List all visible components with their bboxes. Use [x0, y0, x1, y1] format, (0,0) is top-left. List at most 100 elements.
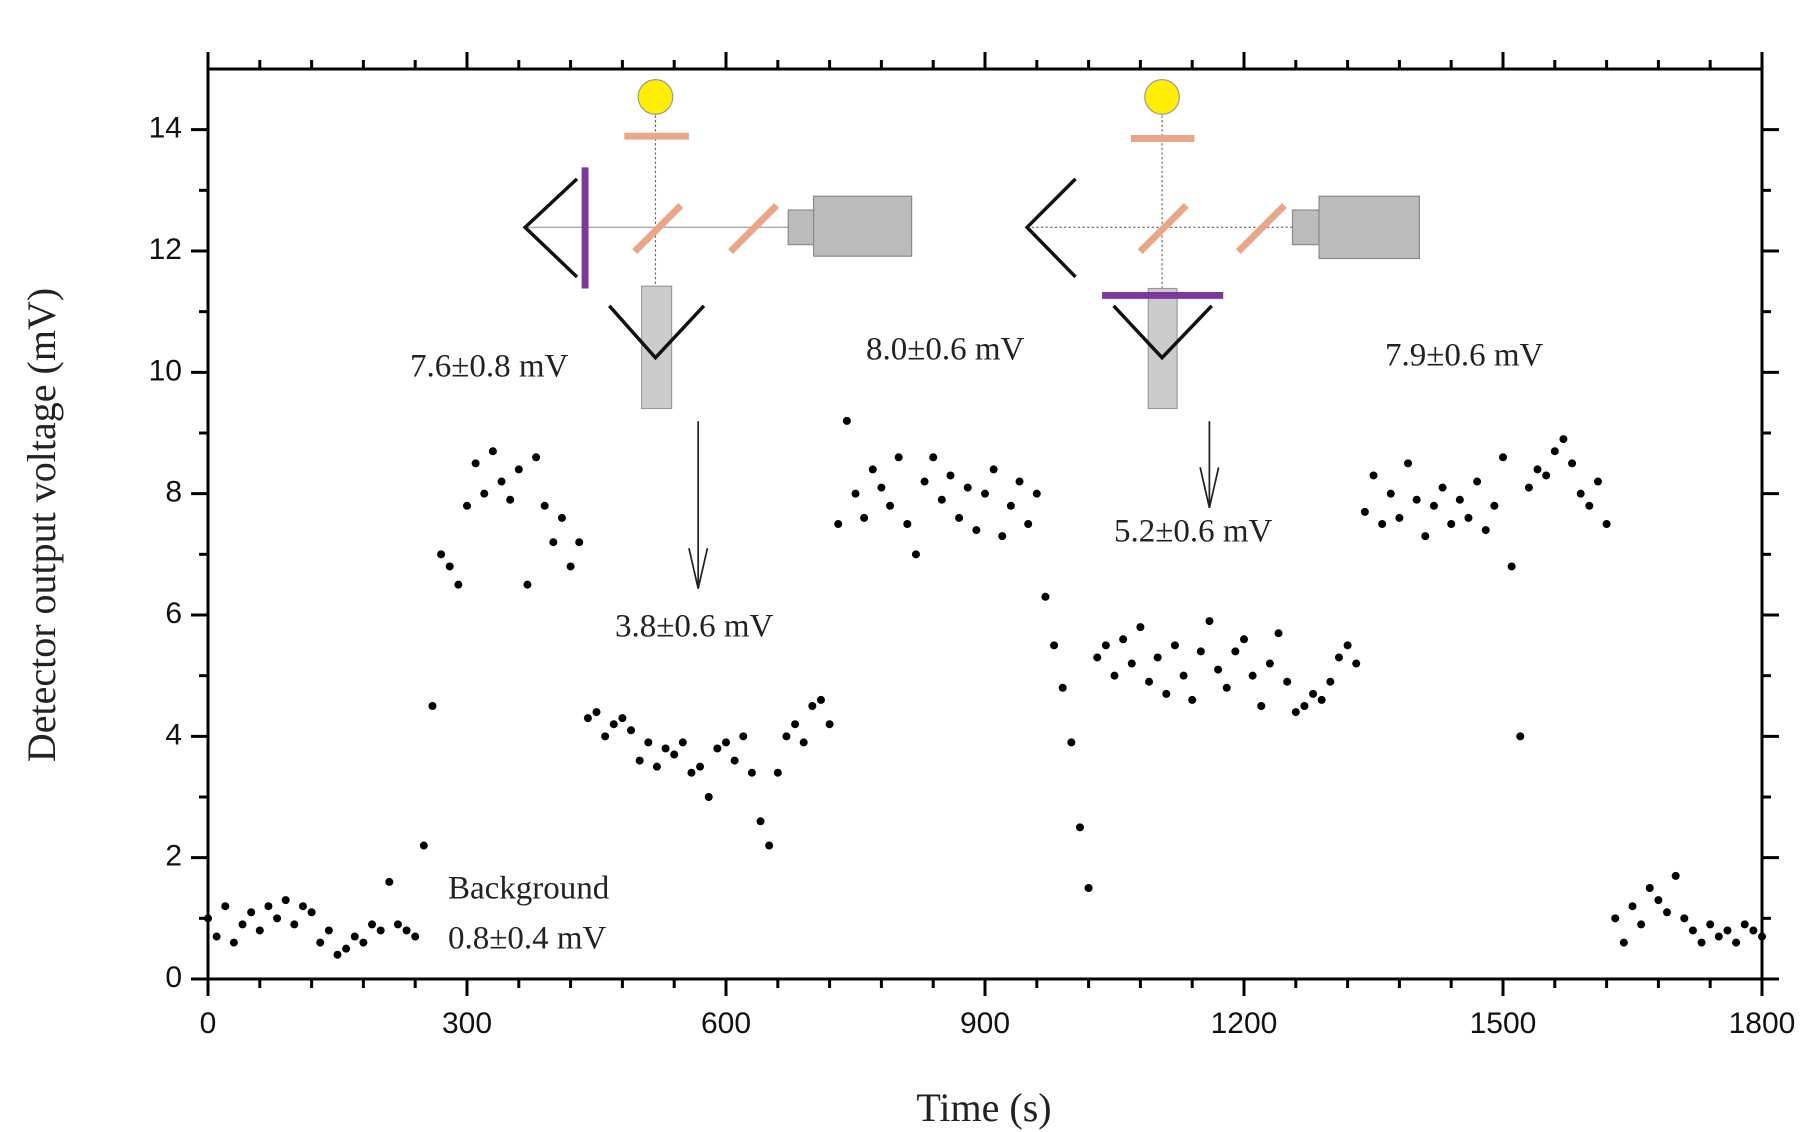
- y-tick-label: 4: [165, 718, 182, 751]
- data-point: [1688, 926, 1697, 935]
- x-tick-label: 1200: [1211, 1007, 1278, 1040]
- data-point: [1490, 501, 1499, 510]
- data-point: [1248, 671, 1257, 680]
- data-point: [1706, 920, 1715, 929]
- annotation: 0.8±0.4 mV: [448, 921, 607, 957]
- data-point: [1110, 671, 1119, 680]
- y-tick-label: 12: [149, 233, 182, 266]
- annotation: 8.0±0.6 mV: [866, 332, 1025, 368]
- data-point: [1386, 489, 1395, 498]
- data-point: [886, 501, 895, 510]
- data-point: [1015, 477, 1024, 486]
- data-point: [1119, 635, 1128, 644]
- data-point: [1585, 501, 1594, 510]
- data-point: [1179, 671, 1188, 680]
- data-point: [1334, 653, 1343, 662]
- data-point: [238, 920, 247, 929]
- data-point: [1749, 926, 1758, 935]
- data-point: [1240, 635, 1248, 644]
- data-point: [687, 768, 696, 777]
- y-tick-label: 6: [165, 597, 182, 630]
- data-point: [644, 738, 653, 747]
- data-point: [808, 702, 817, 710]
- data-point: [575, 538, 584, 547]
- data-point: [816, 695, 825, 704]
- data-point: [704, 793, 713, 801]
- data-point: [1196, 647, 1205, 656]
- data-point: [920, 477, 929, 486]
- data-point: [1024, 520, 1033, 528]
- data-point: [834, 520, 843, 528]
- data-point: [255, 926, 264, 935]
- data-point: [1576, 489, 1585, 498]
- data-point: [1714, 932, 1723, 941]
- data-point: [1533, 465, 1542, 474]
- data-point: [1758, 932, 1766, 941]
- data-point: [1550, 447, 1559, 456]
- data-point: [1404, 459, 1413, 468]
- data-point: [1300, 702, 1309, 710]
- data-point: [981, 489, 989, 498]
- data-point: [1283, 677, 1292, 686]
- data-point: [532, 453, 541, 462]
- data-point: [1032, 489, 1041, 498]
- data-point: [1170, 641, 1179, 650]
- data-point: [1412, 495, 1421, 504]
- annotation: Background: [448, 871, 610, 907]
- y-axis-label: Detector output voltage (mV): [19, 288, 64, 762]
- data-point: [730, 756, 739, 765]
- data-point: [1654, 896, 1663, 905]
- data-point: [1343, 641, 1352, 650]
- data-point: [1568, 459, 1577, 468]
- data-point: [739, 732, 748, 741]
- data-point: [1058, 683, 1067, 692]
- data-point: [376, 926, 385, 935]
- data-point: [747, 768, 756, 777]
- data-point: [1067, 738, 1076, 747]
- data-point: [1732, 938, 1741, 947]
- data-point: [713, 744, 722, 753]
- data-point: [583, 714, 592, 723]
- data-point: [851, 489, 860, 498]
- data-point: [229, 938, 238, 947]
- y-tick-label: 10: [149, 354, 182, 387]
- data-point: [661, 744, 670, 753]
- data-point: [592, 708, 601, 717]
- x-tick-label: 1800: [1729, 1007, 1796, 1040]
- data-point: [393, 920, 402, 929]
- data-point: [1611, 914, 1620, 923]
- data-point: [463, 501, 471, 510]
- data-point: [601, 732, 610, 741]
- data-point: [1723, 926, 1732, 935]
- x-axis-label: Time (s): [916, 1085, 1051, 1130]
- data-point: [877, 483, 886, 492]
- data-point: [437, 550, 446, 559]
- data-point: [1084, 884, 1093, 892]
- data-point: [402, 926, 411, 935]
- data-point: [1421, 532, 1430, 541]
- data-point: [1265, 659, 1274, 668]
- x-tick-label: 300: [442, 1007, 492, 1040]
- y-tick-label: 14: [149, 112, 182, 145]
- data-point: [1499, 453, 1507, 462]
- x-tick-label: 900: [960, 1007, 1010, 1040]
- data-point: [1352, 659, 1361, 668]
- data-point: [419, 841, 428, 850]
- data-point: [756, 817, 765, 826]
- data-point: [955, 513, 964, 522]
- data-point: [1041, 592, 1050, 601]
- data-point: [860, 513, 869, 522]
- data-point: [316, 938, 325, 947]
- data-point: [1438, 483, 1447, 492]
- data-point: [1447, 520, 1456, 528]
- data-point: [428, 702, 437, 710]
- data-point: [1507, 562, 1516, 571]
- data-point: [445, 562, 454, 571]
- data-point: [1645, 884, 1654, 892]
- data-point: [791, 720, 800, 729]
- y-tick-label: 8: [165, 476, 182, 509]
- data-point: [1697, 938, 1706, 947]
- data-point: [627, 726, 636, 735]
- data-point: [1006, 501, 1015, 510]
- data-point: [1464, 513, 1473, 522]
